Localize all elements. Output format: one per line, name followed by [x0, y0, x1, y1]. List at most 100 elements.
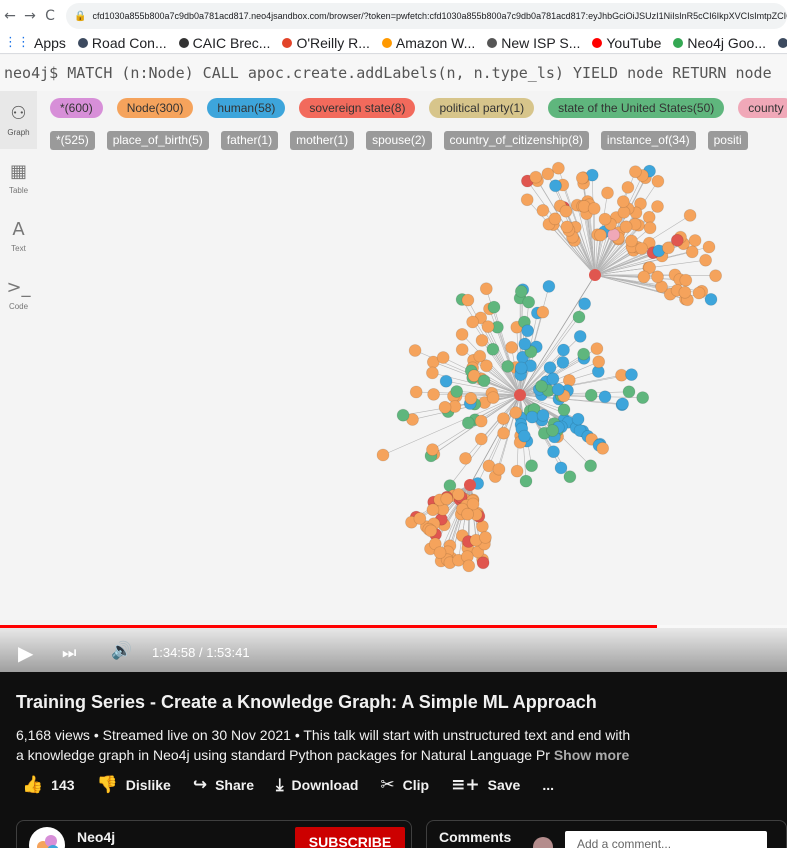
graph-node[interactable] — [479, 359, 493, 373]
graph-node[interactable] — [662, 241, 675, 255]
graph-node[interactable] — [462, 559, 476, 573]
graph-node[interactable] — [487, 300, 501, 314]
download-button[interactable]: ⤓ Download — [276, 775, 358, 795]
graph-node[interactable] — [474, 414, 488, 428]
bookmark-item[interactable]: The Neo4 — [778, 35, 787, 51]
dislike-button[interactable]: 👎 Dislike — [97, 775, 171, 795]
graph-node[interactable] — [592, 355, 606, 369]
graph-node[interactable] — [651, 200, 664, 213]
relationship-type-chip[interactable]: mother(1) — [290, 131, 355, 150]
bookmark-item[interactable]: Neo4j Goo... — [673, 35, 766, 51]
graph-node[interactable] — [557, 343, 570, 357]
graph-node[interactable] — [461, 416, 475, 430]
graph-node[interactable] — [509, 406, 523, 420]
graph-node[interactable] — [459, 451, 472, 465]
sidebar-item-table[interactable]: ▦ Table — [0, 149, 37, 207]
graph-node[interactable] — [584, 459, 597, 473]
graph-node[interactable] — [518, 337, 532, 351]
bookmark-item[interactable]: YouTube — [592, 35, 661, 51]
graph-node[interactable] — [514, 361, 528, 375]
graph-node[interactable] — [577, 347, 590, 361]
graph-node[interactable] — [536, 204, 550, 217]
graph-node[interactable] — [572, 310, 586, 324]
graph-node[interactable] — [556, 355, 570, 369]
graph-node[interactable] — [636, 391, 650, 405]
graph-node[interactable] — [584, 388, 598, 402]
graph-node[interactable] — [635, 242, 648, 255]
graph-node[interactable] — [455, 343, 469, 357]
graph-node[interactable] — [440, 492, 454, 506]
graph-node[interactable] — [563, 470, 577, 484]
reload-icon[interactable]: C — [45, 8, 55, 24]
graph-node[interactable] — [536, 408, 550, 422]
share-button[interactable]: ↪ Share — [193, 775, 254, 795]
graph-node[interactable] — [699, 253, 712, 267]
graph-node[interactable] — [436, 351, 450, 364]
node-label-pill[interactable]: human(58) — [207, 98, 286, 118]
graph-hub-node[interactable] — [464, 479, 476, 491]
channel-avatar[interactable] — [29, 827, 65, 848]
bookmark-item[interactable]: New ISP S... — [487, 35, 580, 51]
graph-node[interactable] — [575, 171, 589, 185]
sidebar-item-code[interactable]: >_ Code — [0, 265, 37, 323]
graph-hub-node[interactable] — [589, 269, 601, 281]
graph-node[interactable] — [475, 333, 489, 347]
graph-node[interactable] — [501, 359, 515, 373]
graph-node[interactable] — [559, 204, 573, 218]
graph-node[interactable] — [590, 342, 604, 356]
graph-node[interactable] — [571, 412, 585, 426]
like-button[interactable]: 👍 143 — [22, 775, 75, 795]
graph-node[interactable] — [651, 174, 665, 188]
graph-node[interactable] — [622, 385, 636, 399]
graph-node[interactable] — [492, 462, 506, 476]
graph-node[interactable] — [704, 292, 718, 306]
back-arrow-icon[interactable]: ← — [4, 8, 16, 24]
graph-node[interactable] — [461, 293, 475, 307]
graph-node[interactable] — [548, 212, 562, 226]
bookmark-item[interactable]: Road Con... — [77, 35, 167, 51]
graph-node[interactable] — [525, 410, 539, 424]
graph-node[interactable] — [464, 391, 478, 405]
graph-node[interactable] — [479, 282, 493, 296]
graph-node[interactable] — [688, 234, 702, 247]
forward-arrow-icon[interactable]: → — [24, 8, 36, 24]
graph-node[interactable] — [616, 397, 629, 411]
graph-node[interactable] — [536, 305, 550, 319]
node-label-pill[interactable]: political party(1) — [429, 98, 535, 118]
relationship-type-chip[interactable]: father(1) — [220, 131, 279, 150]
volume-icon[interactable]: 🔊 — [111, 641, 133, 661]
graph-node[interactable] — [670, 233, 684, 247]
graph-node[interactable] — [535, 379, 548, 393]
graph-node[interactable] — [433, 546, 447, 560]
graph-node[interactable] — [594, 228, 607, 242]
graph-node[interactable] — [486, 391, 500, 405]
graph-node[interactable] — [514, 284, 528, 298]
graph-node[interactable] — [598, 212, 612, 226]
bookmark-item[interactable]: O'Reilly R... — [282, 35, 370, 51]
neo4j-command-bar[interactable]: neo4j$ MATCH (n:Node) CALL apoc.create.a… — [0, 55, 787, 91]
next-icon[interactable]: ⏭ — [62, 643, 77, 662]
save-button[interactable]: ≡+ Save — [451, 775, 520, 795]
clip-button[interactable]: ✂ Clip — [380, 775, 429, 795]
graph-node[interactable] — [709, 269, 722, 283]
graph-node[interactable] — [619, 220, 633, 234]
graph-node[interactable] — [621, 181, 635, 194]
graph-node[interactable] — [529, 170, 543, 184]
node-label-pill[interactable]: county — [738, 98, 787, 118]
graph-node[interactable] — [642, 210, 656, 224]
graph-node[interactable] — [519, 474, 533, 488]
graph-node[interactable] — [486, 342, 500, 356]
graph-node[interactable] — [546, 424, 559, 437]
graph-node[interactable] — [598, 390, 612, 404]
graph-node[interactable] — [596, 441, 610, 455]
graph-node[interactable] — [476, 556, 490, 570]
graph-node[interactable] — [543, 361, 557, 375]
graph-node[interactable] — [461, 507, 475, 521]
node-label-pill[interactable]: Node(300) — [116, 98, 194, 118]
sidebar-item-text[interactable]: A Text — [0, 207, 37, 265]
graph-node[interactable] — [678, 285, 692, 299]
graph-node[interactable] — [520, 193, 534, 207]
graph-node[interactable] — [625, 234, 638, 248]
graph-node[interactable] — [408, 344, 422, 357]
graph-node[interactable] — [552, 161, 565, 175]
